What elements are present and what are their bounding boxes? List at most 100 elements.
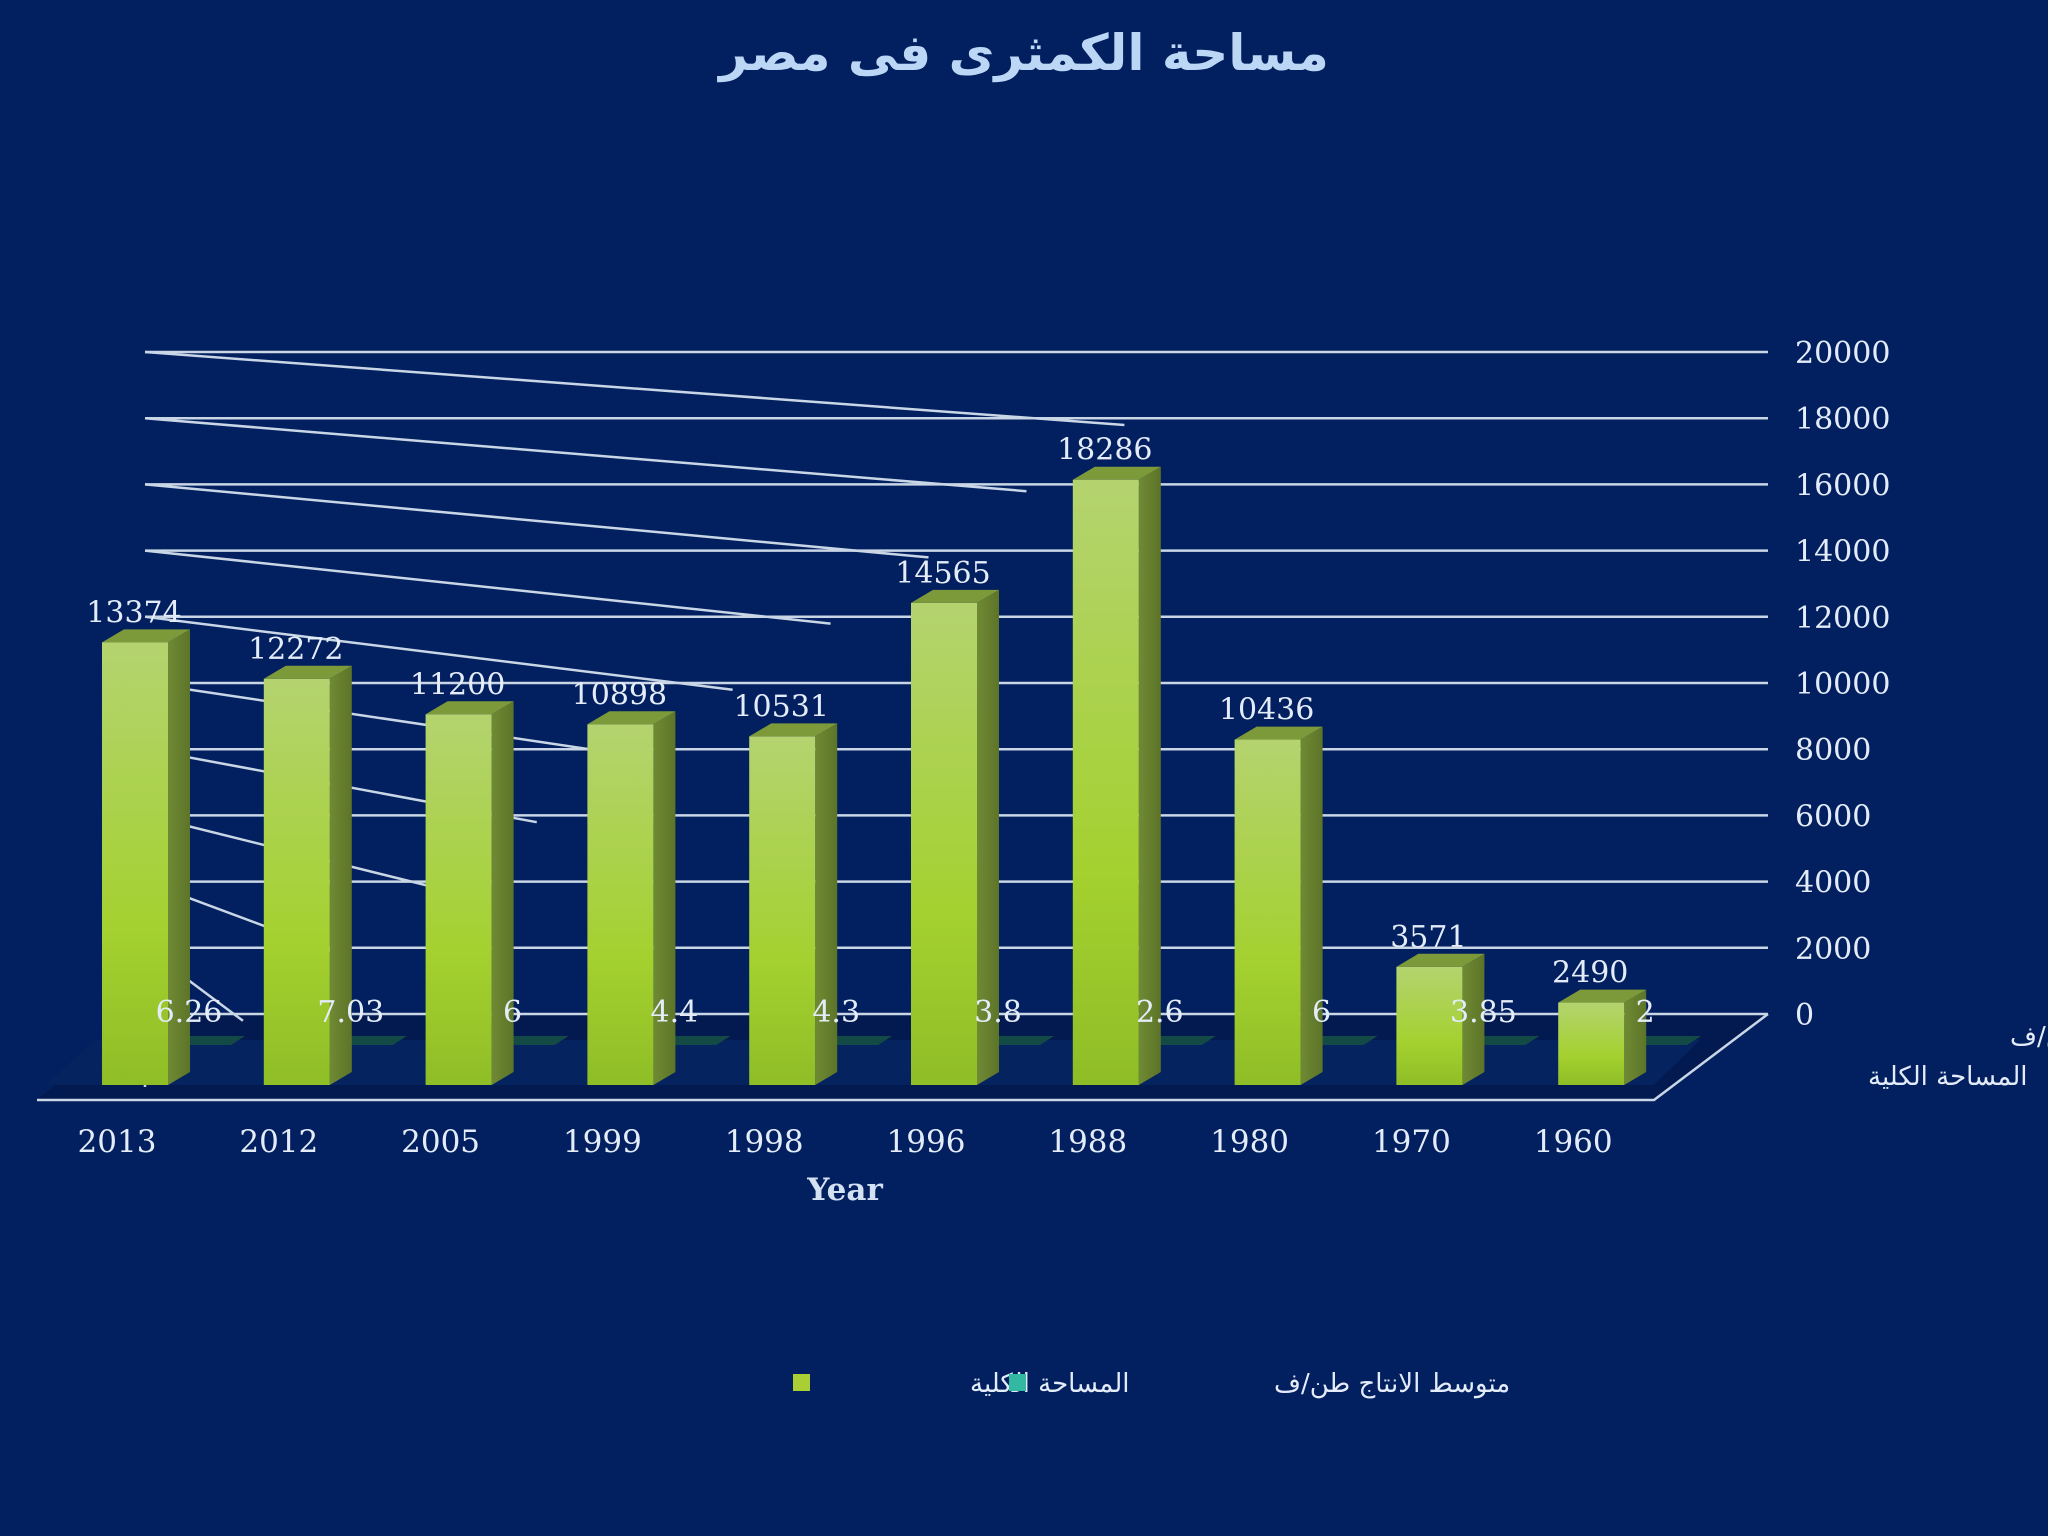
- x-tick-label: 1980: [1210, 1124, 1289, 1160]
- y-tick-label: 8000: [1795, 733, 1871, 768]
- series-axis-label-avg-yield: متوسط الانتاج طن/ف: [2010, 1022, 2048, 1052]
- side-wall-gridline: [144, 615, 733, 692]
- legend-label-avg-yield: متوسط الانتاج طن/ف: [1274, 1369, 1510, 1399]
- total-area-value-label: 11200: [410, 667, 505, 702]
- y-tick-label: 0: [1795, 998, 1814, 1033]
- total-area-value-label: 10436: [1219, 693, 1314, 728]
- avg-yield-value-label: 2.6: [1136, 995, 1184, 1030]
- total-area-value-label: 13374: [86, 595, 181, 630]
- legend: المساحة الكلية متوسط الانتاج طن/ف: [793, 1369, 1510, 1399]
- total-area-bar: [749, 723, 838, 1085]
- avg-yield-bar: [496, 1036, 569, 1045]
- x-tick-label: 1998: [725, 1124, 804, 1160]
- x-axis-title: Year: [806, 1172, 883, 1208]
- data-labels: 13374 6.26 12272 7.03 11200 6 10898 4.4 10531 4.3…: [86, 433, 1654, 1030]
- side-wall-gridline: [144, 549, 831, 625]
- total-area-bar: [425, 701, 514, 1085]
- total-area-bar: [1396, 953, 1485, 1085]
- total-area-value-label: 3571: [1390, 920, 1466, 955]
- bar-top: [102, 629, 190, 643]
- floor-edge: [37, 1013, 1769, 1102]
- bar-front: [102, 642, 168, 1085]
- bar-side: [977, 589, 999, 1085]
- total-area-bar: [1558, 989, 1647, 1085]
- bar-front: [425, 714, 492, 1085]
- bar-side: [1462, 953, 1485, 1085]
- bar-side: [653, 711, 676, 1085]
- chart-title: مساحة الكمثرى فى مصر: [716, 24, 1329, 83]
- series-total-area: [102, 466, 1647, 1085]
- y-tick-label: 16000: [1795, 468, 1890, 503]
- avg-yield-bar: [1143, 1036, 1216, 1045]
- bar-side: [1138, 466, 1161, 1085]
- avg-yield-bar: [1629, 1036, 1702, 1045]
- series-axis-label-total-area: المساحة الكلية: [1868, 1062, 2027, 1092]
- x-axis: 2013 2012 2005 1999 1998 1996 1988 1980 1970 1960: [78, 1124, 1613, 1160]
- bar-front: [1558, 1002, 1625, 1085]
- bar-top: [1234, 726, 1323, 740]
- bar-front: [587, 724, 654, 1085]
- avg-yield-bar: [982, 1036, 1054, 1045]
- y-tick-label: 20000: [1795, 336, 1890, 371]
- avg-yield-bar: [334, 1036, 407, 1045]
- bar-top: [1072, 466, 1161, 480]
- x-tick-label: 1960: [1534, 1124, 1613, 1160]
- x-tick-label: 1970: [1372, 1124, 1451, 1160]
- avg-yield-value-label: 6.26: [156, 995, 223, 1030]
- bar-side: [1300, 726, 1323, 1085]
- y-tick-label: 4000: [1795, 866, 1871, 901]
- x-tick-label: 1996: [887, 1124, 966, 1160]
- bar-top: [1396, 953, 1485, 967]
- total-area-value-label: 2490: [1552, 956, 1628, 991]
- bar-top: [1558, 989, 1647, 1003]
- avg-yield-bar: [1467, 1036, 1540, 1045]
- bar-side: [168, 629, 190, 1085]
- bar-side: [491, 701, 514, 1085]
- bar-side: [815, 723, 838, 1085]
- avg-yield-value-label: 6: [503, 995, 522, 1030]
- y-axis: 0 2000 4000 6000 8000 10000 12000 14000 16000 180…: [1795, 336, 1890, 1033]
- total-area-value-label: 12272: [248, 632, 343, 667]
- total-area-value-label: 10898: [572, 677, 667, 712]
- total-area-bar: [911, 589, 999, 1085]
- bar-side: [329, 665, 352, 1085]
- bar-front: [1072, 479, 1139, 1085]
- x-tick-label: 1999: [563, 1124, 642, 1160]
- y-tick-label: 2000: [1795, 932, 1871, 967]
- avg-yield-value-label: 4.4: [651, 995, 699, 1030]
- legend-swatch-avg-yield: [1009, 1374, 1026, 1391]
- total-area-bar: [1072, 466, 1161, 1085]
- x-tick-label: 2013: [78, 1124, 157, 1160]
- side-wall-gridline: [144, 483, 929, 559]
- y-tick-label: 12000: [1795, 601, 1890, 636]
- side-wall-gridline: [144, 416, 1027, 493]
- bar-top: [587, 711, 676, 725]
- bar-top: [911, 589, 999, 603]
- bar-front: [1396, 966, 1463, 1085]
- total-area-bar: [587, 711, 676, 1085]
- x-tick-label: 2012: [239, 1124, 318, 1160]
- y-tick-label: 6000: [1795, 799, 1871, 834]
- avg-yield-value-label: 3.8: [974, 995, 1022, 1030]
- avg-yield-bar: [173, 1036, 245, 1045]
- series-average-yield: [173, 1036, 1702, 1045]
- side-wall-gridline: [144, 681, 635, 758]
- x-tick-label: 2005: [401, 1124, 480, 1160]
- total-area-bar: [102, 629, 190, 1085]
- bar-top: [425, 701, 514, 715]
- legend-label-total-area: المساحة الكلية: [970, 1369, 1129, 1399]
- avg-yield-value-label: 7.03: [317, 995, 384, 1030]
- total-area-value-label: 10531: [733, 689, 828, 724]
- bar-front: [911, 602, 977, 1085]
- total-area-value-label: 18286: [1057, 433, 1152, 468]
- x-tick-label: 1988: [1048, 1124, 1127, 1160]
- avg-yield-bar: [1305, 1036, 1378, 1045]
- bar-top: [263, 665, 352, 679]
- legend-swatch-total-area: [793, 1374, 810, 1391]
- total-area-bar: [1234, 726, 1323, 1085]
- avg-yield-bar: [658, 1036, 731, 1045]
- avg-yield-value-label: 6: [1312, 995, 1331, 1030]
- avg-yield-value-label: 3.85: [1450, 995, 1517, 1030]
- avg-yield-bar: [820, 1036, 893, 1045]
